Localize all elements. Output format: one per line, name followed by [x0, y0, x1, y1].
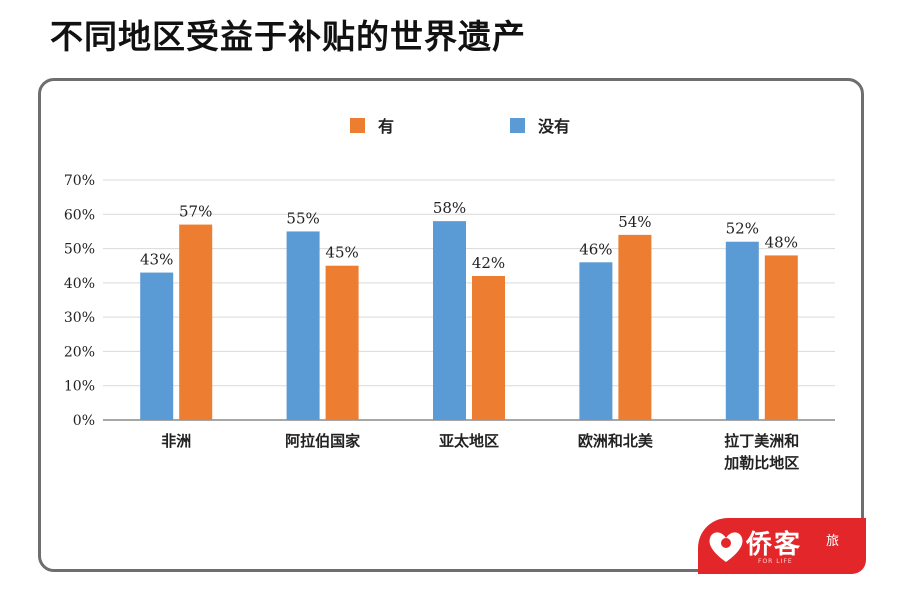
y-tick-label: 40% — [64, 276, 95, 292]
bar — [618, 234, 652, 420]
data-label: 48% — [765, 233, 798, 251]
bar — [179, 224, 213, 420]
y-tick-label: 20% — [64, 344, 95, 360]
data-label: 52% — [726, 220, 759, 238]
x-tick-label: 非洲 — [161, 432, 191, 450]
bar — [764, 255, 798, 420]
y-tick-label: 70% — [64, 173, 95, 189]
x-tick-label: 加勒比地区 — [723, 454, 799, 472]
bar — [140, 272, 174, 420]
y-tick-label: 50% — [64, 242, 95, 258]
bar — [286, 231, 320, 420]
legend-label: 没有 — [538, 117, 570, 136]
legend-label: 有 — [378, 117, 394, 136]
bar — [579, 262, 613, 420]
data-label: 46% — [579, 240, 612, 258]
page-title: 不同地区受益于补贴的世界遗产 — [50, 17, 526, 56]
data-label: 55% — [286, 209, 319, 227]
logo-sub: 旅 — [826, 534, 840, 549]
heart-icon — [709, 532, 743, 562]
x-tick-label: 欧洲和北美 — [578, 432, 654, 450]
y-tick-label: 30% — [64, 310, 95, 326]
y-tick-label: 0% — [73, 413, 95, 429]
x-tick-label: 亚太地区 — [439, 432, 499, 450]
logo-small: FOR LIFE — [758, 558, 793, 565]
data-label: 43% — [140, 251, 173, 269]
data-label: 42% — [472, 254, 505, 272]
legend-swatch — [350, 118, 365, 133]
y-tick-label: 10% — [64, 379, 95, 395]
data-label: 57% — [179, 203, 212, 221]
brand-logo: 侨客 旅 FOR LIFE — [698, 518, 866, 574]
x-tick-label: 拉丁美洲和 — [724, 432, 799, 450]
bar — [725, 241, 759, 420]
data-label: 58% — [433, 199, 466, 217]
legend-swatch — [510, 118, 525, 133]
x-tick-label: 阿拉伯国家 — [285, 432, 360, 450]
logo-text: 侨客 — [746, 530, 803, 560]
data-label: 54% — [618, 213, 651, 231]
bar — [472, 276, 505, 420]
y-tick-label: 60% — [64, 207, 95, 223]
bar — [433, 221, 466, 420]
bar — [325, 265, 359, 420]
data-label: 45% — [325, 244, 358, 262]
chart-frame — [38, 78, 864, 572]
